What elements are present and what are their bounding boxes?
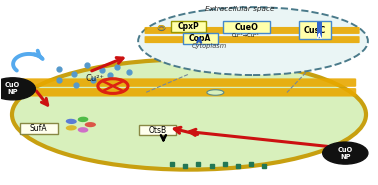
Text: Cu¹⁺→Cu²⁺: Cu¹⁺→Cu²⁺ <box>231 33 259 38</box>
FancyBboxPatch shape <box>183 33 218 44</box>
Ellipse shape <box>12 59 366 170</box>
FancyBboxPatch shape <box>22 88 356 97</box>
Ellipse shape <box>138 7 368 75</box>
Text: CusC: CusC <box>304 26 326 35</box>
Ellipse shape <box>66 119 77 124</box>
Text: Cu²⁺: Cu²⁺ <box>85 74 104 83</box>
FancyBboxPatch shape <box>144 27 359 34</box>
Ellipse shape <box>85 122 96 127</box>
FancyBboxPatch shape <box>299 21 331 39</box>
Text: CpxP: CpxP <box>177 22 199 31</box>
Text: CuO
NP: CuO NP <box>5 82 20 95</box>
Text: Cytoplasm: Cytoplasm <box>192 43 227 49</box>
Text: CueO: CueO <box>234 23 259 32</box>
Circle shape <box>0 78 35 100</box>
Ellipse shape <box>207 90 224 95</box>
Text: CopA: CopA <box>189 34 211 43</box>
Ellipse shape <box>78 117 88 122</box>
FancyBboxPatch shape <box>144 36 359 43</box>
Text: SufA: SufA <box>30 124 48 133</box>
FancyBboxPatch shape <box>138 125 176 135</box>
FancyBboxPatch shape <box>22 78 356 87</box>
Text: CuO
NP: CuO NP <box>338 147 353 160</box>
FancyBboxPatch shape <box>170 21 206 32</box>
FancyBboxPatch shape <box>223 21 270 33</box>
Text: Extracellular space: Extracellular space <box>205 6 274 12</box>
FancyBboxPatch shape <box>317 22 322 38</box>
Ellipse shape <box>66 125 77 130</box>
Circle shape <box>323 142 368 164</box>
Text: OtsB: OtsB <box>148 126 166 135</box>
FancyBboxPatch shape <box>20 123 57 134</box>
Ellipse shape <box>78 127 88 133</box>
